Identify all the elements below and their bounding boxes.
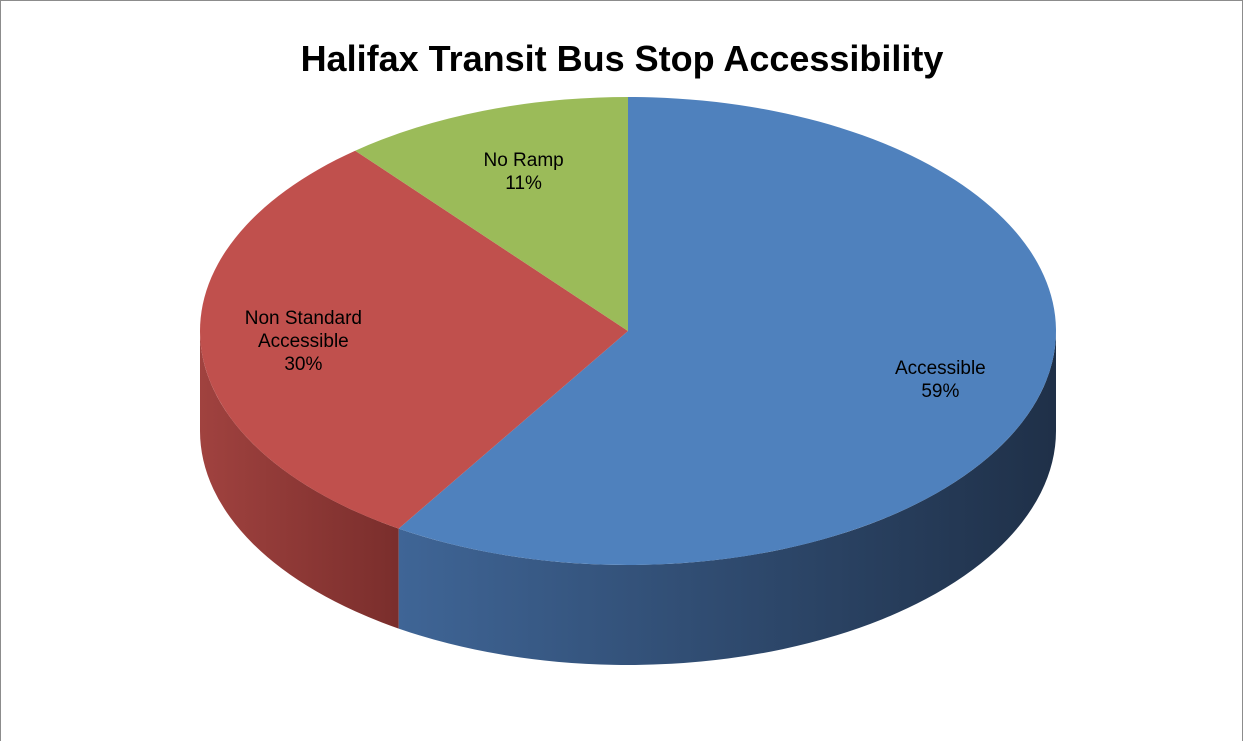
data-label-category: No Ramp [483,150,563,171]
pie-tops [200,97,1056,565]
pie-slice-accessible [398,97,1056,565]
data-label-category: Non Standard [245,308,362,329]
data-label-category: Accessible [895,358,986,379]
data-label-percent: 30% [284,354,322,375]
pie-side-accessible [398,331,1056,665]
pie-slice-no-ramp [355,97,628,331]
pie-side-non-standard-accessible [200,331,399,629]
data-label-percent: 59% [921,381,959,402]
data-label-category: Accessible [258,331,349,352]
pie-sides [200,331,1056,665]
data-label-percent: 11% [505,173,542,194]
pie-slice-non-standard-accessible [200,150,628,529]
chart-title: Halifax Transit Bus Stop Accessibility [300,38,944,79]
